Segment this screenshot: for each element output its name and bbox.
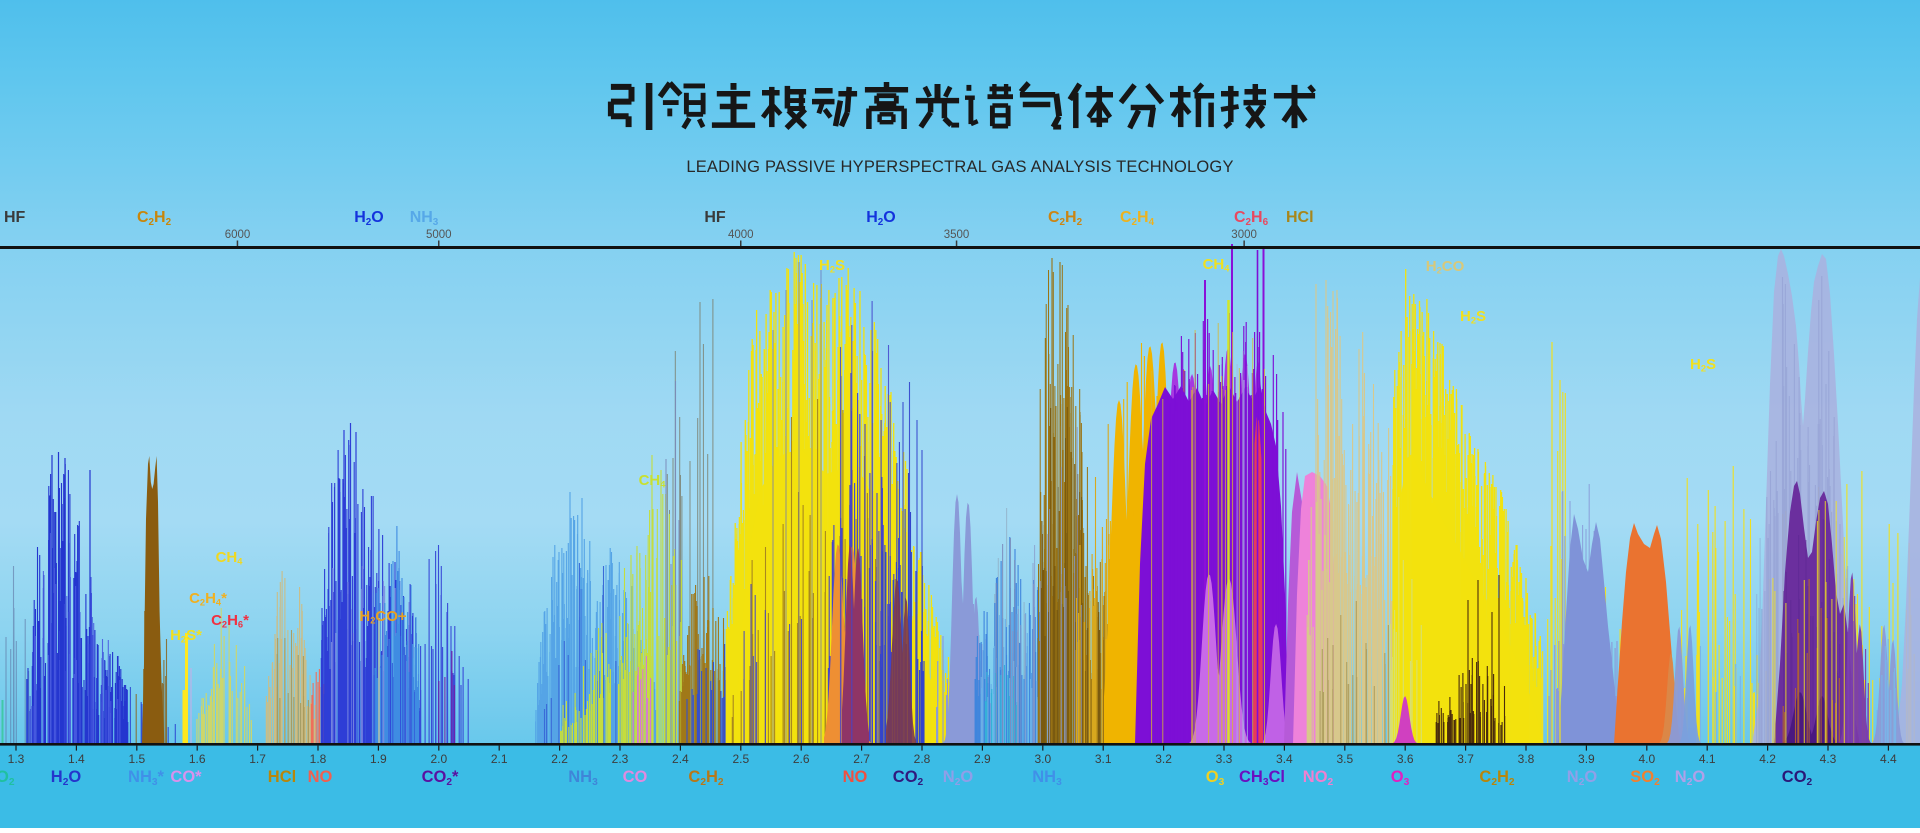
svg-text:3.3: 3.3 [1216, 752, 1233, 766]
svg-text:1.4: 1.4 [68, 752, 85, 766]
svg-text:1.6: 1.6 [189, 752, 206, 766]
svg-text:3.1: 3.1 [1095, 752, 1112, 766]
svg-text:2.1: 2.1 [491, 752, 508, 766]
svg-text:2.5: 2.5 [732, 752, 749, 766]
svg-text:N2O: N2O [1567, 768, 1598, 788]
svg-text:CH4: CH4 [216, 549, 244, 567]
svg-text:N2O: N2O [1675, 768, 1706, 788]
svg-text:CO2*: CO2* [422, 768, 459, 788]
svg-text:O3: O3 [1391, 768, 1410, 788]
svg-text:N2O: N2O [943, 768, 974, 788]
svg-text:SO2: SO2 [1630, 768, 1660, 788]
svg-text:CH4: CH4 [639, 472, 667, 490]
svg-text:CH4: CH4 [1203, 256, 1231, 274]
svg-text:1.9: 1.9 [370, 752, 387, 766]
svg-text:HF: HF [704, 209, 726, 226]
svg-text:C2H4*: C2H4* [189, 590, 227, 608]
svg-text:5000: 5000 [426, 229, 452, 241]
svg-text:3.4: 3.4 [1276, 752, 1293, 766]
svg-text:1.5: 1.5 [128, 752, 145, 766]
svg-text:3.7: 3.7 [1457, 752, 1474, 766]
svg-text:3.0: 3.0 [1034, 752, 1051, 766]
svg-text:CO2: CO2 [1782, 768, 1813, 788]
svg-text:C2H2: C2H2 [1048, 209, 1083, 228]
svg-text:6000: 6000 [225, 229, 251, 241]
svg-text:NO: NO [843, 768, 868, 786]
svg-text:CO2: CO2 [893, 768, 924, 788]
svg-text:2.4: 2.4 [672, 752, 689, 766]
svg-text:2.3: 2.3 [612, 752, 629, 766]
svg-text:H2O: H2O [51, 768, 82, 788]
svg-text:HCl: HCl [1286, 209, 1314, 226]
svg-text:1.7: 1.7 [249, 752, 266, 766]
svg-text:3.2: 3.2 [1155, 752, 1172, 766]
svg-text:3.6: 3.6 [1397, 752, 1414, 766]
svg-text:C2H2: C2H2 [137, 209, 172, 228]
svg-text:4.0: 4.0 [1638, 752, 1655, 766]
svg-text:C2H2: C2H2 [1479, 768, 1515, 788]
svg-text:H2CO+: H2CO+ [359, 608, 407, 626]
svg-text:3500: 3500 [944, 229, 970, 241]
svg-text:NO: NO [308, 768, 333, 786]
svg-text:NH3: NH3 [410, 209, 439, 228]
svg-text:3.5: 3.5 [1336, 752, 1353, 766]
svg-text:HCl: HCl [268, 768, 296, 786]
svg-text:1.8: 1.8 [310, 752, 327, 766]
svg-text:NO2: NO2 [1303, 768, 1334, 788]
svg-text:LEADING PASSIVE HYPERSPECTRAL: LEADING PASSIVE HYPERSPECTRAL GAS ANALYS… [686, 158, 1233, 176]
svg-text:O3: O3 [1206, 768, 1225, 788]
svg-text:CO*: CO* [170, 768, 202, 786]
svg-text:4.2: 4.2 [1759, 752, 1776, 766]
svg-text:2.0: 2.0 [430, 752, 447, 766]
svg-text:2.7: 2.7 [853, 752, 870, 766]
svg-text:H2S: H2S [819, 257, 845, 275]
svg-text:H2S: H2S [1690, 356, 1716, 374]
svg-text:2.2: 2.2 [551, 752, 568, 766]
svg-text:H2S*: H2S* [170, 627, 202, 645]
svg-text:NH3: NH3 [568, 768, 598, 788]
svg-text:CH3Cl: CH3Cl [1239, 768, 1285, 788]
svg-text:C2H6: C2H6 [1234, 209, 1269, 228]
svg-text:3000: 3000 [1231, 229, 1257, 241]
svg-text:2.9: 2.9 [974, 752, 991, 766]
svg-text:C2H2: C2H2 [688, 768, 724, 788]
svg-text:C2H6*: C2H6* [211, 612, 249, 630]
svg-text:H2S: H2S [1460, 308, 1486, 326]
svg-text:O2: O2 [0, 768, 15, 788]
svg-text:H2O: H2O [354, 209, 384, 228]
svg-text:3.8: 3.8 [1518, 752, 1535, 766]
svg-text:2.8: 2.8 [914, 752, 931, 766]
svg-text:1.3: 1.3 [8, 752, 25, 766]
svg-text:4.3: 4.3 [1820, 752, 1837, 766]
svg-text:HF: HF [4, 209, 26, 226]
svg-text:3.9: 3.9 [1578, 752, 1595, 766]
svg-text:H2O: H2O [866, 209, 896, 228]
svg-text:4000: 4000 [728, 229, 754, 241]
svg-text:H2CO: H2CO [1426, 258, 1465, 276]
svg-text:NH3*: NH3* [128, 768, 165, 788]
svg-text:NH3: NH3 [1032, 768, 1062, 788]
svg-text:2.6: 2.6 [793, 752, 810, 766]
svg-text:4.1: 4.1 [1699, 752, 1716, 766]
svg-text:4.4: 4.4 [1880, 752, 1897, 766]
svg-text:C2H4: C2H4 [1120, 209, 1155, 228]
svg-text:CO: CO [623, 768, 648, 786]
